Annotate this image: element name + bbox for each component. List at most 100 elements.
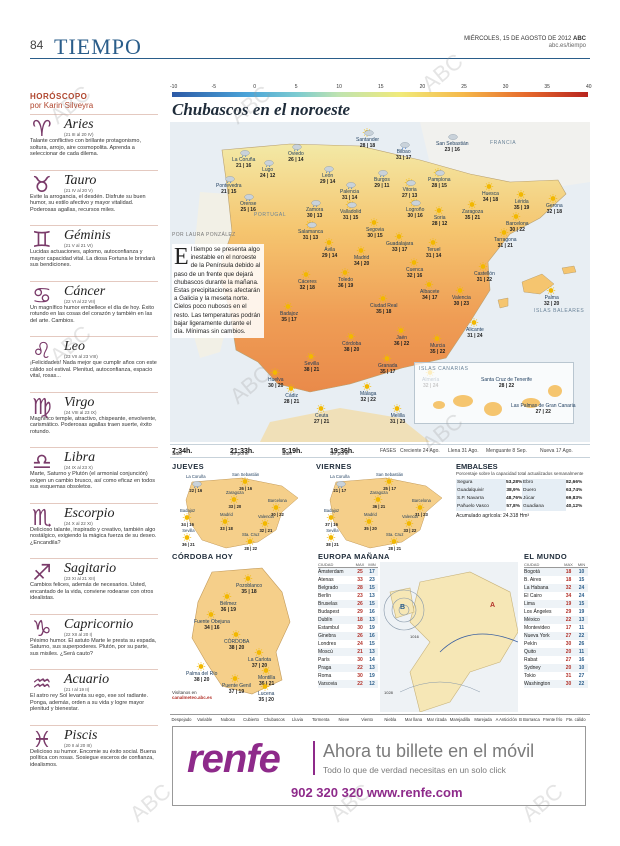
city-name: Cáceres (298, 279, 317, 285)
legend-item: Tormenta (309, 717, 332, 722)
sign-entry: ♓ Piscis (20 II al 20 III) Delicioso su hum… (30, 724, 158, 781)
sign-name: Leo (64, 339, 85, 354)
sun-icon (485, 182, 494, 191)
sign-text: Delicioso talante, inspirado y creativo,… (30, 526, 157, 546)
renfe-advertisement[interactable]: renfe Ahora tu billete en el móvil Todo … (172, 726, 586, 806)
city-temps: 29 | 14 (322, 253, 338, 259)
city-temps: 31 | 13 (302, 235, 319, 241)
zodiac-glyph-icon: ♑ (32, 616, 52, 642)
ibiza-island (497, 297, 509, 309)
city-temps: 31 | 14 (426, 253, 442, 259)
city-temps: 32 | 18 (546, 209, 562, 215)
sign-dates: (21 I al 19 II) (64, 687, 90, 692)
legend-item: Niebla (379, 717, 402, 722)
map-city: Teruel 31 | 14 (426, 238, 441, 259)
reservoir-name: Pañuelo Vasco (456, 502, 506, 511)
map-city: Badajoz 35 | 17 (280, 302, 298, 323)
partly-cloudy-icon (305, 220, 317, 229)
forecast-city: Badajoz 34 | 16 (180, 508, 195, 527)
table-row: Lima 19 15 (524, 600, 588, 608)
sign-entry: ♋ Cáncer (22 VI al 22 VII) Un magnífico hum… (30, 280, 158, 337)
sun-icon (382, 354, 391, 363)
row-city: Tokio (524, 673, 536, 679)
sign-name: Escorpio (64, 505, 115, 521)
table-row: Londres 24 15 (318, 640, 378, 648)
map-city: Vitoria 27 | 13 (402, 178, 417, 199)
sun-icon (456, 286, 465, 295)
row-max: 18 (357, 617, 363, 623)
ad-divider (313, 741, 315, 775)
city-name: Toledo (338, 277, 354, 283)
cordoba-city: CÓRDOBA 38 | 20 (224, 630, 249, 651)
map-city: Burgos 29 | 11 (374, 168, 390, 189)
legend-label: Niebla (384, 717, 397, 722)
sign-dates: (23 VII al 23 VIII) (64, 354, 98, 359)
forecast-text: l tiempo se presenta algo inestable en e… (174, 246, 261, 336)
city-name: Valladolid (340, 209, 362, 215)
map-city: Málaga 32 | 22 (360, 382, 376, 403)
city-name: León (322, 173, 334, 179)
city-name: Albacete (420, 289, 440, 295)
sun-icon (404, 519, 414, 528)
row-city: Praga (318, 665, 332, 671)
sign-text: Evite la arrogancia, el desdén. Disfrute… (30, 193, 146, 213)
city-temps: 35 | 20 (258, 697, 274, 703)
row-city: Belgrado (318, 585, 339, 591)
sun-icon (196, 662, 205, 671)
city-name: Puente Genil (222, 683, 251, 689)
city-temps: 37 | 19 (228, 689, 245, 695)
weather-legend: Despejado Variable Nuboso Cubierto Chubascos… (170, 714, 590, 728)
row-city: Bruselas (318, 601, 338, 607)
canarias-inset: ISLAS CANARIAS Santa Cruz de Tenerife 28… (414, 362, 575, 424)
map-city: Pontevedra 21 | 15 (216, 174, 242, 195)
row-max: 22 (565, 617, 572, 623)
city-temps: 30 | 23 (453, 301, 470, 307)
rain-cloud-icon (400, 142, 410, 149)
sign-text: Lucidas actuaciones, aplomo, autoconfian… (30, 249, 156, 269)
sign-text: El astro rey Sol levanta su ego, ese sol… (30, 693, 149, 713)
sign-name: Virgo (64, 394, 95, 410)
site-link[interactable]: abc.es/tiempo (548, 43, 586, 49)
legend-item: Nuboso (216, 717, 239, 722)
map-city: La Coruña 21 | 16 (232, 148, 255, 169)
city-name: Sevilla (182, 528, 195, 533)
city-name: Tarragona (494, 237, 517, 243)
forecast-city: Sta. Cruz 28 | 21 (386, 532, 403, 551)
forecast-city: Madrid 35 | 20 (364, 512, 377, 531)
cordoba-footer-link[interactable]: canalmeteo.abc.es (172, 695, 213, 700)
city-name: Palencia (340, 189, 360, 195)
city-name: Alicante (466, 327, 484, 333)
row-min: 13 (369, 617, 375, 623)
forecast-city: La Coruña 22 | 16 (186, 474, 206, 493)
map-city: Huesca 34 | 18 (482, 182, 499, 203)
sun-icon (221, 517, 230, 526)
city-name: Córdoba (342, 341, 362, 347)
reservoir-value: 63,74% (566, 487, 583, 493)
map-city: Alicante 31 | 24 (466, 318, 484, 339)
city-temps: 30 | 16 (407, 213, 423, 219)
partly-cloudy-icon (409, 198, 421, 207)
map-city: Madrid 34 | 20 (354, 246, 369, 267)
reservoir-value: 40,12% (566, 503, 583, 509)
ad-contact[interactable]: 902 320 320 www.renfe.com (291, 785, 463, 800)
sign-text: Talante conflictivo con brillante protag… (30, 138, 141, 158)
sun-icon (409, 258, 418, 267)
city-temps: 30 | 20 (268, 383, 284, 389)
cordoba-city: Fuente Obejuna 34 | 16 (194, 610, 230, 631)
city-name: Badajoz (180, 508, 196, 513)
rain-cloud-icon (292, 144, 302, 151)
reservoir-name: Guadalquivir (456, 486, 506, 495)
table-row: Tokio 31 27 (524, 672, 588, 680)
row-max: 26 (357, 601, 363, 607)
legend-label: Viento (361, 717, 373, 722)
city-name: Barcelona (412, 498, 431, 503)
city-temps: 25 | 16 (240, 207, 256, 213)
scale-label: 25 (461, 84, 467, 90)
map-city: Barcelona 30 | 22 (506, 212, 529, 233)
sign-text: Pésimo humor. El astuto Marte le presta … (30, 637, 157, 657)
menorca-island (561, 265, 577, 275)
forecast-city: Zaragoza 36 | 21 (370, 490, 388, 509)
row-min: 24 (578, 593, 585, 599)
city-temps: 35 | 19 (514, 205, 530, 211)
viernes-title: VIERNES (316, 462, 352, 471)
